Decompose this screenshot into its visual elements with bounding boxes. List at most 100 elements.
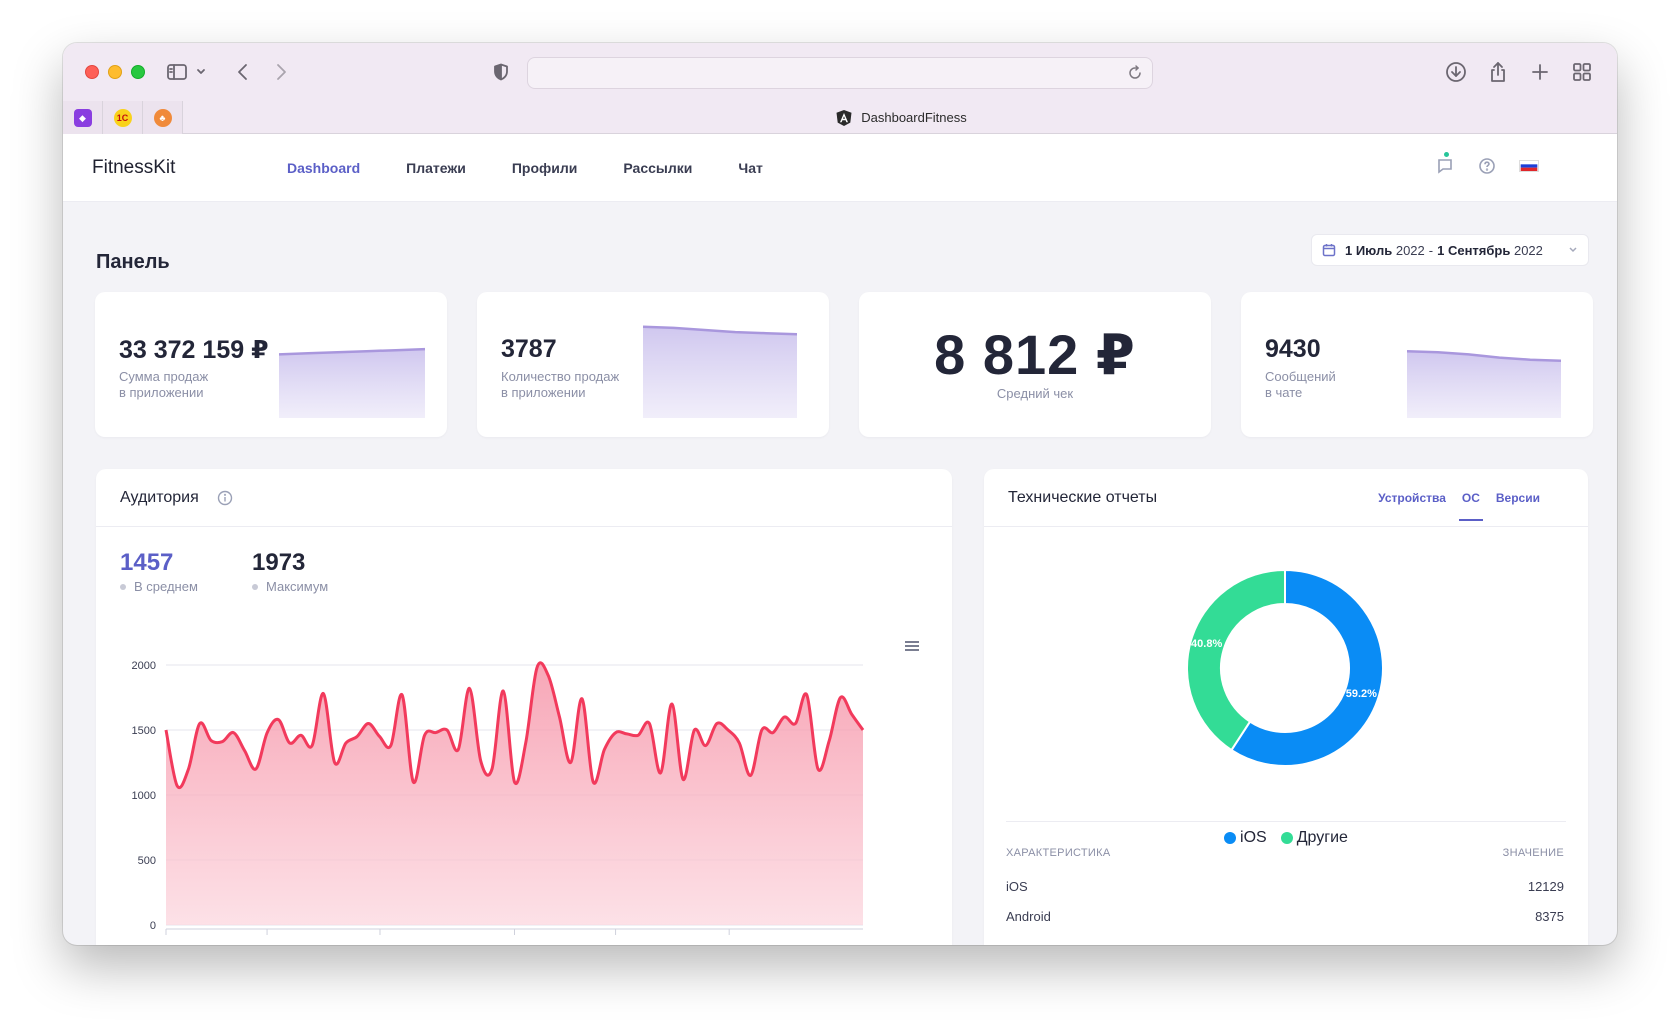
- nav-item-dashboard[interactable]: Dashboard: [287, 160, 361, 176]
- pinned-tab-2[interactable]: 1С: [103, 101, 143, 134]
- nav-item-payments[interactable]: Платежи: [406, 160, 466, 176]
- browser-window: ◆ 1С ♣ DashboardFitness FitnessKit Dashb…: [63, 43, 1617, 945]
- tab-overview-icon[interactable]: [1569, 59, 1595, 85]
- pinned-tab-1-icon: ◆: [73, 108, 92, 127]
- calendar-icon: [1322, 244, 1336, 257]
- y-tick-label: 2000: [132, 660, 156, 672]
- forward-icon[interactable]: [269, 59, 293, 85]
- table-cell-label: iOS: [1006, 879, 1028, 894]
- sparkline-line: [279, 347, 425, 356]
- tab-os[interactable]: ОС: [1458, 491, 1483, 521]
- tech-reports-header: Технические отчеты Устройства ОС Версии: [984, 469, 1588, 527]
- donut-slice-0: [1230, 568, 1384, 767]
- back-icon[interactable]: [231, 59, 255, 85]
- sparkline-area: [279, 349, 425, 418]
- notification-badge: [1444, 152, 1449, 157]
- date-to: 1 Сентябрь: [1437, 242, 1511, 258]
- pinned-tab-1[interactable]: ◆: [63, 101, 103, 134]
- close-window-button[interactable]: [85, 65, 99, 79]
- sparkline-area: [1407, 351, 1561, 418]
- sparkline-sales-sum: [279, 347, 425, 418]
- language-flag-icon[interactable]: [1519, 156, 1539, 176]
- stat-label: Средний чек: [996, 386, 1074, 401]
- date-range-picker[interactable]: 1 Июль 2022 - 1 Сентябрь 2022: [1311, 234, 1589, 266]
- audience-title: Аудитория: [120, 489, 199, 506]
- table-cell-value: 8375: [1535, 909, 1564, 924]
- legend-swatch: [1224, 832, 1237, 844]
- tech-tabs: Устройства ОС Версии: [1378, 491, 1540, 521]
- brand-logo[interactable]: FitnessKit: [92, 157, 176, 178]
- os-donut-chart: 59.2% 40.8%: [1186, 568, 1384, 767]
- y-tick-label: 1500: [132, 725, 156, 737]
- donut-data-label: 40.8%: [1191, 638, 1222, 650]
- stat-card-sales-count: 3787 Количество продаж в приложении: [477, 292, 829, 437]
- sidebar-toggle-icon[interactable]: [163, 59, 191, 85]
- bullet-dot: [120, 583, 126, 590]
- active-tab[interactable]: DashboardFitness: [185, 101, 1617, 134]
- audience-panel-header: Аудитория: [96, 469, 952, 527]
- tab-strip: ◆ 1С ♣ DashboardFitness: [63, 101, 1617, 134]
- app-root: FitnessKit Dashboard Платежи Профили Рас…: [63, 134, 1617, 945]
- audience-average-label: В среднем: [120, 579, 198, 594]
- audience-area-chart: 0 500 1000 1500 2000: [132, 660, 865, 935]
- stat-label-line-1: Сообщений: [1265, 369, 1336, 384]
- chevron-down-icon: [1569, 247, 1577, 253]
- reload-icon[interactable]: [1126, 64, 1144, 87]
- stat-label: Сумма продаж в приложении: [119, 369, 279, 401]
- date-to-year: 2022: [1513, 242, 1543, 258]
- tab-title: DashboardFitness: [861, 110, 967, 125]
- info-icon[interactable]: [217, 490, 233, 511]
- sparkline-chat-messages: [1407, 349, 1561, 418]
- chevron-down-icon[interactable]: [193, 59, 209, 85]
- audience-maximum: 1973 Максимум: [252, 549, 328, 594]
- pinned-tab-3[interactable]: ♣: [143, 101, 183, 134]
- pinned-tab-3-icon: ♣: [153, 108, 172, 127]
- table-header-characteristic: ХАРАКТЕРИСТИКА: [1006, 847, 1111, 859]
- stat-value: 3787: [501, 335, 557, 363]
- nav-item-profiles[interactable]: Профили: [511, 160, 578, 176]
- sparkline-line: [643, 325, 797, 336]
- stat-card-sales-sum: 33 372 159 ₽ Сумма продаж в приложении: [95, 292, 447, 437]
- table-cell-value: 12129: [1527, 879, 1564, 894]
- stat-label: Количество продаж в приложении: [501, 369, 661, 401]
- legend-item-other[interactable]: Другие: [1280, 829, 1348, 847]
- donut-slice-1: [1186, 568, 1286, 752]
- sparkline-line: [1407, 349, 1561, 363]
- new-tab-icon[interactable]: [1527, 59, 1553, 85]
- chat-notification-icon[interactable]: [1435, 152, 1455, 176]
- page-title: Панель: [96, 251, 170, 273]
- pinned-tab-2-icon: 1С: [113, 108, 132, 127]
- nav-item-mailings[interactable]: Рассылки: [623, 160, 693, 176]
- stat-label-line-1: Количество продаж: [501, 369, 620, 384]
- shield-icon[interactable]: [489, 59, 513, 85]
- nav-item-chat[interactable]: Чат: [738, 160, 763, 176]
- legend-label: iOS: [1240, 829, 1267, 846]
- header-actions: [1435, 152, 1539, 176]
- y-tick-label: 500: [138, 855, 156, 867]
- browser-toolbar: ◆ 1С ♣ DashboardFitness: [63, 43, 1617, 134]
- tab-devices[interactable]: Устройства: [1378, 491, 1446, 505]
- chart-menu-icon[interactable]: [904, 639, 920, 658]
- stat-label-line-2: в приложении: [119, 385, 204, 400]
- donut-data-label: 59.2%: [1346, 688, 1377, 700]
- zoom-window-button[interactable]: [131, 65, 145, 79]
- download-icon[interactable]: [1443, 59, 1469, 85]
- tech-reports-panel: Технические отчеты Устройства ОС Версии …: [984, 469, 1588, 945]
- y-tick-label: 1000: [132, 790, 156, 802]
- audience-average-label-text: В среднем: [134, 579, 198, 594]
- legend-item-ios[interactable]: iOS: [1224, 829, 1267, 847]
- date-from-year: 2022: [1395, 242, 1425, 258]
- series-line: [164, 661, 865, 789]
- sparkline-area: [643, 326, 797, 418]
- audience-average-value: 1457: [120, 549, 174, 576]
- share-icon[interactable]: [1485, 59, 1511, 85]
- pinned-tabs: ◆ 1С ♣: [63, 101, 183, 134]
- tab-versions[interactable]: Версии: [1495, 491, 1540, 505]
- chart-legend: iOS Другие: [984, 829, 1588, 847]
- minimize-window-button[interactable]: [108, 65, 122, 79]
- help-icon[interactable]: [1477, 156, 1497, 176]
- tech-reports-title: Технические отчеты: [1008, 489, 1158, 506]
- stat-label-line-2: в приложении: [501, 385, 586, 400]
- angular-icon: [836, 109, 852, 126]
- address-bar[interactable]: [527, 57, 1153, 89]
